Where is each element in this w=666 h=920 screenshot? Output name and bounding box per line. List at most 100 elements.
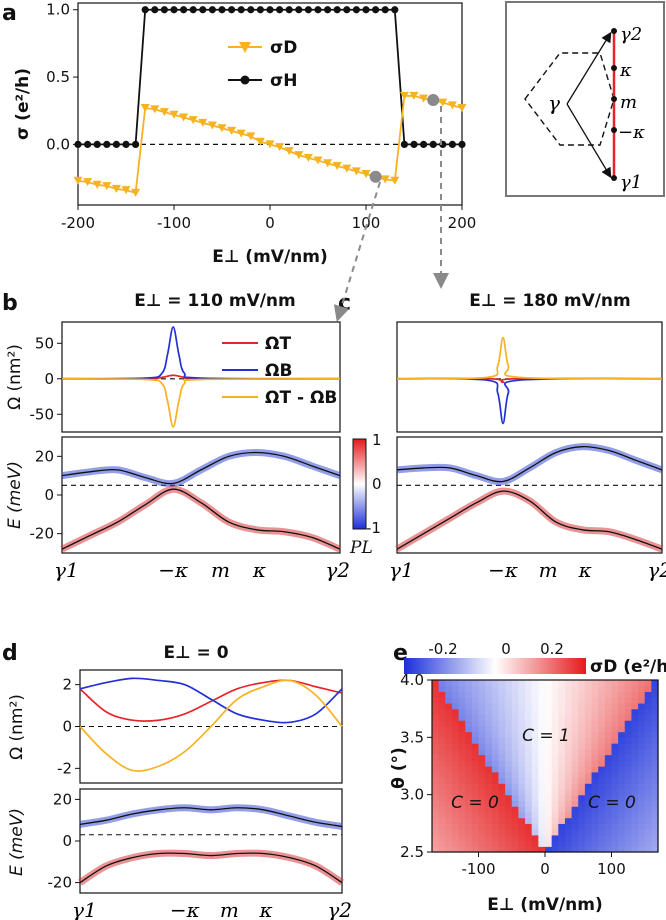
- heatmap-cell: [451, 794, 460, 801]
- sigmaH-point: [458, 140, 466, 148]
- sigmaD-point: [390, 176, 400, 185]
- heatmap-cell: [644, 702, 652, 710]
- heatmap-cell: [485, 766, 493, 773]
- heatmap-cell: [638, 720, 646, 727]
- heatmap-cell: [465, 748, 473, 756]
- heatmap-cell: [531, 743, 539, 750]
- heatmap-cell: [558, 829, 566, 836]
- heatmap-cell: [638, 834, 646, 842]
- sigmaH-point: [410, 140, 418, 148]
- heatmap-cell: [498, 754, 506, 761]
- heatmap-cell: [518, 702, 526, 710]
- heatmap-cell: [644, 766, 652, 773]
- heatmap-cell: [624, 720, 633, 727]
- heatmap-cell: [591, 702, 599, 710]
- heatmap-cell: [518, 829, 526, 836]
- heatmap-cell: [618, 783, 626, 790]
- heatmap-cell: [525, 685, 533, 693]
- heatmap-cell: [551, 691, 559, 698]
- heatmap-cell: [598, 840, 606, 847]
- heatmap-cell: [505, 702, 513, 710]
- heatmap-cell: [471, 720, 480, 727]
- heatmap-cell: [438, 691, 446, 698]
- heatmap-cell: [545, 800, 553, 807]
- legend-omegaB-label: ΩB: [265, 361, 292, 381]
- heatmap-cell: [564, 840, 573, 847]
- heatmap-cell: [498, 725, 506, 733]
- sigmaH-point: [304, 6, 312, 14]
- heatmap-cell: [498, 834, 506, 842]
- heatmap-cell: [545, 720, 553, 727]
- heatmap-cell: [618, 708, 626, 715]
- heatmap-cell: [478, 714, 486, 721]
- heatmap-cell: [598, 811, 606, 819]
- heatmap-cell: [611, 800, 619, 807]
- heatmap-cell: [478, 737, 486, 744]
- heatmap-cell: [525, 794, 533, 801]
- heatmap-cell: [438, 685, 446, 693]
- sigmaD-point: [169, 110, 179, 119]
- heatmap-cell: [651, 720, 659, 727]
- heatmap-cell: [571, 691, 579, 698]
- sigmaH-point: [132, 140, 140, 148]
- heatmap-cell: [505, 794, 513, 801]
- heatmap-cell: [525, 840, 533, 847]
- heatmap-cell: [551, 766, 559, 773]
- sigmaH-point: [391, 6, 399, 14]
- heatmap-cell: [491, 806, 500, 813]
- heatmap-cell: [551, 840, 559, 847]
- sigmaD-point: [351, 167, 361, 176]
- b-energy-ytick-label: -20: [30, 525, 55, 543]
- heatmap-cell: [571, 794, 579, 801]
- heatmap-cell: [604, 771, 613, 779]
- heatmap-cell: [458, 743, 466, 750]
- heatmap-cell: [564, 846, 573, 853]
- heatmap-cell: [644, 743, 652, 750]
- heatmap-cell: [531, 777, 539, 784]
- heatmap-cell: [438, 702, 446, 710]
- heatmap-cell: [505, 788, 513, 796]
- heatmap-cell: [531, 834, 539, 842]
- heatmap-cell: [505, 800, 513, 807]
- heatmap-cell: [584, 685, 593, 693]
- heatmap-cell: [438, 737, 446, 744]
- heatmap-cell: [485, 846, 493, 853]
- heatmap-cell: [538, 834, 546, 842]
- heatmap-cell: [571, 697, 579, 704]
- heatmap-cell: [604, 754, 613, 761]
- heatmap-cell: [511, 725, 520, 733]
- heatmap-cell: [451, 697, 460, 704]
- d-energy-ytick-label: 20: [53, 790, 72, 808]
- heatmap-cell: [465, 846, 473, 853]
- heatmap-cell: [558, 794, 566, 801]
- heatmap-cell: [624, 840, 633, 847]
- heatmap-cell: [538, 748, 546, 756]
- heatmap-cell: [584, 720, 593, 727]
- heatmap-cell: [624, 829, 633, 836]
- heatmap-cell: [591, 720, 599, 727]
- heatmap-cell: [471, 697, 480, 704]
- heatmap-cell: [551, 817, 559, 824]
- heatmap-cell: [451, 766, 460, 773]
- heatmap-cell: [525, 806, 533, 813]
- panel-d-title: E⊥ = 0: [163, 643, 228, 663]
- heatmap-cell: [511, 697, 520, 704]
- heatmap-cell: [611, 783, 619, 790]
- heatmap-cell: [518, 731, 526, 738]
- heatmap-cell: [545, 691, 553, 698]
- heatmap-cell: [531, 754, 539, 761]
- heatmap-cell: [598, 737, 606, 744]
- heatmap-cell: [591, 731, 599, 738]
- heatmap-cell: [471, 771, 480, 779]
- heatmap-cell: [485, 840, 493, 847]
- heatmap-cell: [571, 702, 579, 710]
- heatmap-cell: [458, 680, 466, 687]
- heatmap-cell: [485, 800, 493, 807]
- b-energy-band-1: [61, 488, 341, 550]
- sigmaD-point: [265, 140, 275, 149]
- heatmap-cell: [451, 777, 460, 784]
- heatmap-cell: [465, 788, 473, 796]
- heatmap-cell: [604, 691, 613, 698]
- heatmap-cell: [651, 823, 659, 830]
- heatmap-cell: [498, 840, 506, 847]
